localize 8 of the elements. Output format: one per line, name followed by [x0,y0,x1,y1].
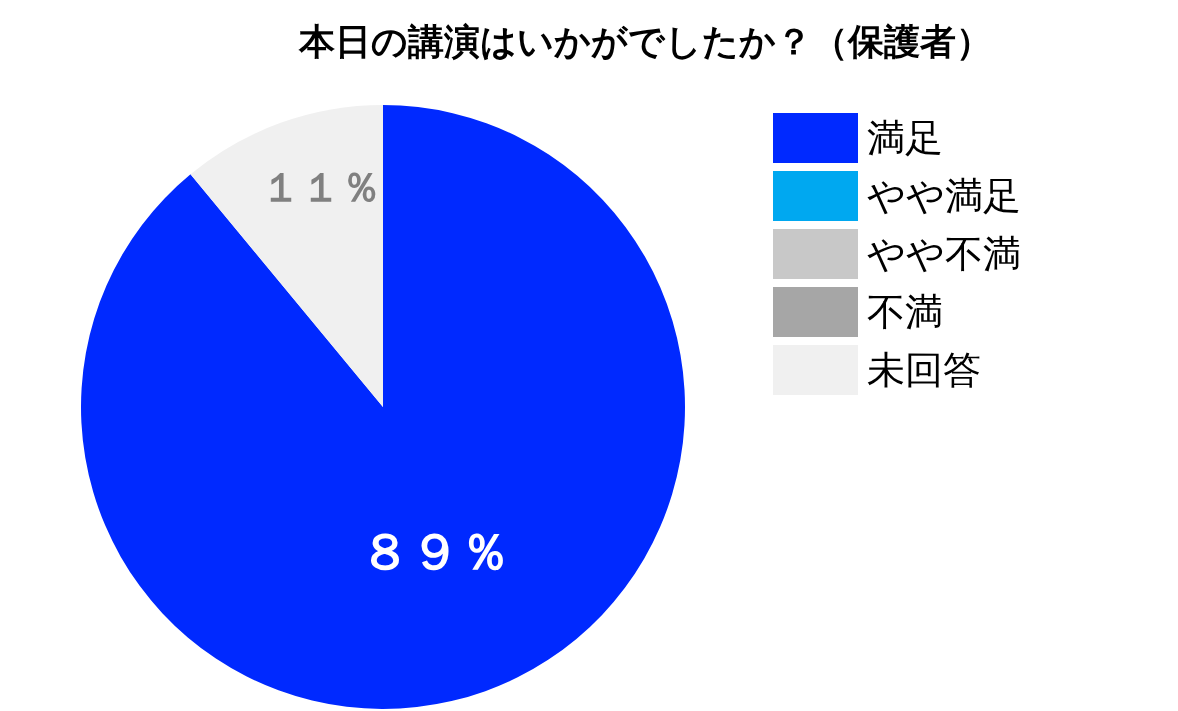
legend-label: やや満足 [867,174,1021,218]
legend-label: やや不満 [867,232,1021,276]
chart-title: 本日の講演はいかがでしたか？（保護者） [297,20,992,62]
legend-label: 不満 [867,290,943,334]
legend-label: 未回答 [867,348,981,392]
legend-label: 満足 [867,116,943,160]
data-label: １１％ [260,164,381,211]
data-label: ８９％ [360,522,511,581]
